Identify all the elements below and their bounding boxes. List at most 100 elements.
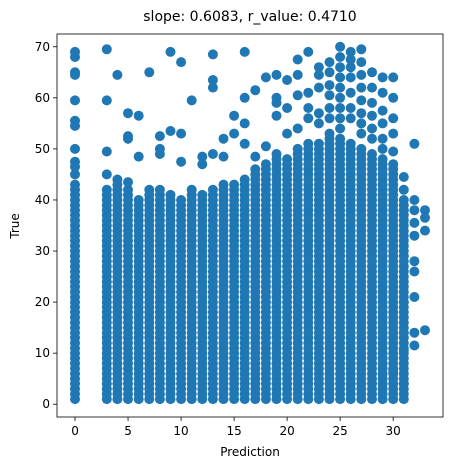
data-point: [335, 123, 346, 134]
data-point: [356, 118, 367, 129]
data-point: [313, 138, 324, 149]
data-point: [324, 80, 335, 91]
data-point: [409, 292, 420, 302]
data-point: [239, 174, 250, 185]
data-point: [282, 128, 293, 139]
data-point: [70, 179, 80, 190]
data-point: [345, 87, 356, 98]
data-point: [409, 266, 420, 277]
data-point: [123, 177, 133, 188]
data-point: [70, 52, 80, 62]
data-point: [356, 95, 367, 106]
data-point: [345, 103, 356, 113]
data-point: [367, 67, 377, 78]
y-tick-label: 40: [35, 193, 50, 207]
x-tick-label: 15: [226, 424, 241, 438]
data-point: [292, 123, 303, 134]
data-point: [70, 169, 80, 180]
chart-title: slope: 0.6083, r_value: 0.4710: [143, 9, 356, 25]
data-point: [398, 195, 409, 205]
data-point: [409, 205, 420, 216]
data-point: [123, 184, 133, 195]
data-point: [207, 82, 218, 93]
data-point: [409, 230, 420, 241]
data-point: [324, 90, 335, 101]
data-point: [154, 184, 165, 195]
data-point: [229, 128, 240, 139]
data-point: [398, 345, 409, 356]
data-point: [367, 149, 377, 159]
data-point: [377, 72, 388, 83]
data-point: [154, 149, 165, 159]
data-point: [112, 174, 123, 185]
data-point: [165, 46, 176, 57]
data-point: [367, 110, 377, 121]
y-tick-label: 70: [35, 40, 50, 54]
data-point: [303, 103, 314, 113]
data-point: [154, 131, 165, 142]
data-point: [303, 113, 314, 124]
data-point: [420, 205, 430, 216]
data-point: [335, 62, 346, 73]
data-point: [409, 327, 420, 338]
data-point: [324, 128, 335, 139]
data-point: [420, 212, 430, 223]
data-point: [377, 143, 388, 154]
data-point: [324, 103, 335, 113]
data-point: [250, 151, 261, 162]
data-point: [377, 154, 388, 165]
data-point: [186, 184, 197, 195]
data-point: [398, 297, 409, 308]
data-point: [176, 57, 187, 68]
data-point: [282, 75, 293, 85]
data-point: [303, 46, 314, 57]
data-point: [367, 97, 377, 108]
data-point: [335, 92, 346, 103]
data-point: [101, 44, 112, 55]
data-point: [335, 103, 346, 113]
data-point: [356, 82, 367, 93]
data-point: [165, 126, 176, 136]
data-point: [313, 69, 324, 80]
data-point: [176, 128, 187, 139]
data-point: [250, 164, 261, 175]
data-point: [388, 366, 399, 376]
data-point: [377, 133, 388, 144]
data-point: [324, 113, 335, 124]
data-point: [345, 72, 356, 83]
data-point: [229, 110, 240, 121]
data-point: [398, 205, 409, 216]
data-point: [292, 54, 303, 65]
data-point: [101, 169, 112, 180]
data-point: [409, 340, 420, 351]
data-point: [133, 110, 144, 121]
data-point: [186, 95, 197, 106]
data-point: [356, 143, 367, 154]
data-point: [345, 138, 356, 149]
data-point: [70, 143, 80, 154]
data-point: [70, 69, 80, 80]
data-point: [335, 72, 346, 83]
data-point: [70, 161, 80, 172]
data-point: [420, 325, 430, 336]
data-point: [335, 133, 346, 144]
data-point: [367, 133, 377, 144]
data-point: [101, 184, 112, 195]
data-point: [345, 113, 356, 124]
x-tick-label: 0: [71, 424, 79, 438]
x-tick-label: 25: [332, 424, 347, 438]
data-point: [420, 225, 430, 236]
data-point: [176, 195, 187, 205]
data-point: [144, 184, 155, 195]
y-tick-label: 10: [35, 346, 50, 360]
data-point: [409, 138, 420, 149]
data-point: [229, 179, 240, 190]
data-point: [398, 378, 409, 389]
y-axis: 0 10 20 30 40 50 60 70: [35, 40, 57, 411]
data-point: [250, 85, 261, 96]
data-point: [313, 62, 324, 73]
data-point: [398, 184, 409, 195]
data-point: [239, 138, 250, 149]
data-point: [388, 146, 399, 157]
data-point: [388, 72, 399, 83]
